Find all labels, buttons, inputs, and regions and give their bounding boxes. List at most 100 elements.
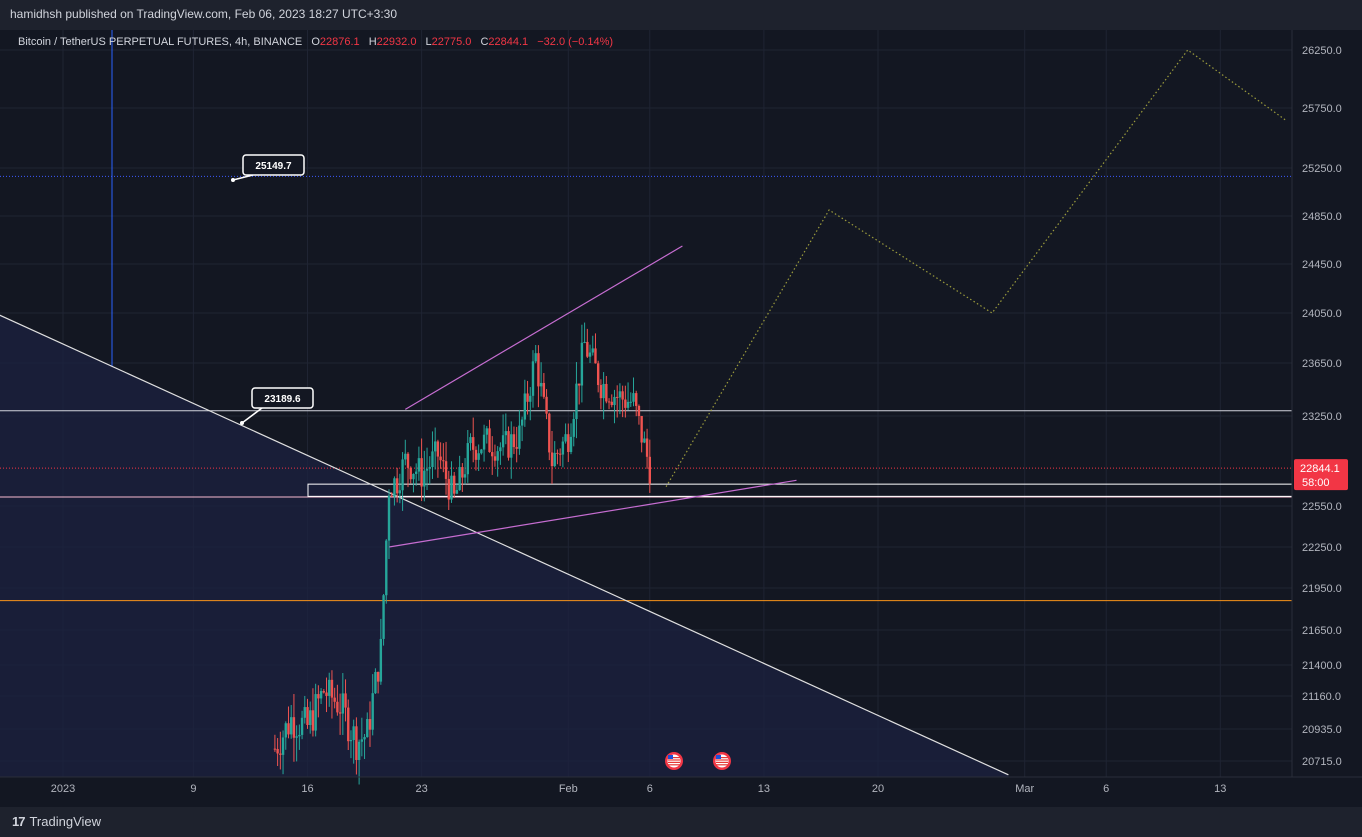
candle-body — [610, 401, 613, 406]
chart-svg[interactable]: 25149.7 23189.6 26250.0 25750.0 25250.0 2485… — [0, 30, 1362, 807]
price-tick-label: 21650.0 — [1302, 625, 1342, 637]
price-callout[interactable]: 25149.7 — [231, 154, 305, 182]
symbol-legend: Bitcoin / TetherUS PERPETUAL FUTURES, 4h… — [18, 36, 613, 48]
candle-body — [618, 391, 622, 398]
candle-body — [621, 391, 624, 400]
candle-body — [453, 475, 456, 494]
us-flag-icon[interactable] — [713, 752, 731, 770]
chart-area[interactable]: Bitcoin / TetherUS PERPETUAL FUTURES, 4h… — [0, 30, 1362, 807]
flag-stripe — [668, 759, 680, 761]
price-tick-label: 22250.0 — [1302, 542, 1342, 554]
candle-body — [317, 694, 320, 699]
candle-body — [629, 401, 632, 403]
candle-body — [387, 495, 391, 541]
flag-stripe — [716, 764, 728, 766]
candle-body — [575, 383, 578, 420]
flag-canton — [668, 755, 673, 759]
candle-body — [567, 434, 570, 452]
candle-body — [406, 453, 410, 468]
flag-canton — [716, 755, 721, 759]
candle-body — [624, 399, 627, 408]
overlays-layer: 25149.7 23189.6 — [231, 154, 731, 770]
candle-body — [583, 341, 586, 343]
candle-body — [542, 382, 546, 397]
candle-body — [450, 475, 453, 500]
candle-body — [414, 471, 418, 474]
price-tick-label: 24850.0 — [1302, 211, 1342, 223]
candle-body — [635, 393, 638, 406]
candle-body — [341, 693, 345, 714]
callout-anchor — [231, 178, 235, 182]
candle-body — [371, 693, 374, 730]
candle-body — [461, 467, 464, 478]
candle-body — [409, 467, 412, 480]
candle-body — [496, 451, 499, 461]
candle-body — [499, 447, 502, 452]
candle-body — [526, 393, 529, 402]
candle-body — [640, 415, 643, 443]
top-bar: hamidhsh published on TradingView.com, F… — [0, 0, 1362, 30]
callout-box — [242, 154, 305, 176]
price-tick-label: 21950.0 — [1302, 583, 1342, 595]
candle-body — [607, 401, 611, 403]
price-tick-label: 26250.0 — [1302, 45, 1342, 57]
price-tick-label: 22550.0 — [1302, 501, 1342, 513]
channel-upper-line — [404, 245, 683, 410]
candle-body — [463, 474, 467, 478]
candle-body — [518, 425, 521, 449]
candle-body — [472, 437, 475, 450]
candle-body — [588, 352, 592, 357]
candle-body — [512, 434, 516, 448]
candle-body — [404, 453, 407, 460]
candle-body — [488, 428, 491, 453]
low-value: 22775.0 — [431, 36, 472, 48]
candle-body — [632, 393, 635, 402]
candle-body — [436, 441, 440, 457]
candle-body — [548, 413, 551, 453]
candle-body — [355, 726, 358, 761]
candle-body — [385, 540, 388, 596]
candle-body — [290, 717, 293, 735]
candle-body — [520, 419, 524, 426]
candle-body — [423, 470, 426, 487]
callout-pointer — [232, 174, 254, 181]
high-value: 22932.0 — [376, 36, 417, 48]
time-tick-label: 13 — [1214, 783, 1226, 795]
candle-body — [344, 693, 347, 708]
drawings-layer — [0, 30, 1293, 777]
candle-body — [357, 741, 361, 761]
candle-body — [330, 679, 334, 698]
price-tick-label: 23250.0 — [1302, 411, 1342, 423]
callout-label: 23189.6 — [264, 394, 301, 405]
price-callout[interactable]: 23189.6 — [240, 387, 314, 425]
open-label: O — [311, 36, 320, 48]
price-tick-label: 20715.0 — [1302, 756, 1342, 768]
candle-body — [577, 383, 581, 386]
tradingview-logo[interactable]: 17 TradingView — [12, 814, 101, 829]
symbol-name[interactable]: Bitcoin / TetherUS PERPETUAL FUTURES, 4h… — [18, 36, 303, 48]
time-axis[interactable]: 2023 9 16 23 Feb 6 13 20 Mar 6 13 — [0, 776, 1362, 795]
time-tick-label: 9 — [190, 783, 196, 795]
candle-body — [605, 383, 608, 402]
candle-body — [637, 405, 641, 416]
candle-body — [444, 461, 448, 479]
candle-body — [349, 740, 353, 742]
us-flag-icon[interactable] — [665, 752, 683, 770]
candle-body — [529, 395, 532, 402]
candle-body — [314, 694, 317, 731]
time-tick-label: 6 — [1103, 783, 1109, 795]
flag-stripe — [668, 764, 680, 766]
candle-body — [534, 353, 537, 362]
candle-body — [507, 431, 510, 458]
price-axis[interactable]: 26250.0 25750.0 25250.0 24850.0 24450.0 24050… — [1291, 30, 1348, 777]
callout-box — [251, 387, 314, 409]
time-tick-label: Feb — [559, 783, 578, 795]
open-value: 22876.1 — [319, 36, 360, 48]
candle-body — [482, 434, 486, 450]
candle-body — [455, 490, 459, 494]
flag-stripe — [716, 757, 728, 759]
price-tick-label: 21160.0 — [1302, 691, 1341, 703]
price-tick-label: 20935.0 — [1302, 724, 1342, 736]
candle-body — [491, 452, 494, 457]
candle-body — [279, 753, 282, 755]
